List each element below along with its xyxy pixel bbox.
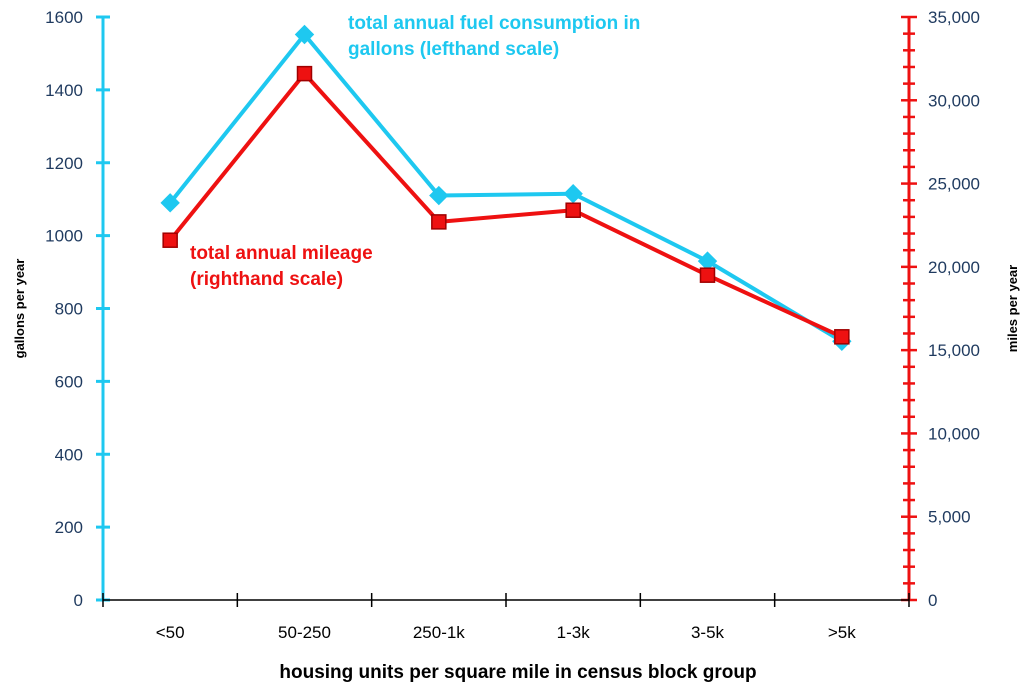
- series-point-square: [431, 214, 447, 230]
- fuel-series-label: total annual fuel consumption in: [348, 13, 640, 34]
- series-point-square: [162, 232, 178, 248]
- series-line-2: [168, 71, 843, 339]
- left-y-tick-label: 600: [55, 372, 83, 391]
- series-group: [160, 24, 852, 352]
- left-y-tick-label: 200: [55, 518, 83, 537]
- series-line-1: [168, 32, 843, 344]
- x-tick-label: 3-5k: [691, 623, 725, 642]
- right-y-tick-label: 10,000: [928, 424, 980, 443]
- labels-group: housing units per square mile in census …: [12, 13, 1020, 683]
- axes-group: 0 200 400 600 800 1000 1200 1400 1600 0 5,000 10,00…: [45, 8, 980, 642]
- x-tick-label: 1-3k: [557, 623, 591, 642]
- series-point-diamond: [697, 251, 718, 271]
- x-tick-label: <50: [156, 623, 185, 642]
- x-tick-label: 250-1k: [413, 623, 465, 642]
- series-point-diamond: [429, 185, 449, 206]
- left-y-tick-label: 0: [74, 591, 83, 610]
- series-point-diamond: [160, 193, 180, 213]
- fuel-series-label: gallons (lefthand scale): [348, 39, 559, 60]
- series-point-diamond: [563, 184, 583, 204]
- right-y-tick-label: 0: [928, 591, 937, 610]
- right-y-tick-label: 25,000: [928, 175, 980, 194]
- series-point-square: [834, 329, 850, 345]
- right-y-tick-label: 5,000: [928, 508, 971, 527]
- series-point-square: [699, 267, 716, 283]
- right-y-axis-title: miles per year: [1005, 265, 1020, 352]
- right-y-tick-label: 15,000: [928, 341, 980, 360]
- series-point-square: [565, 202, 581, 218]
- left-y-tick-label: 1400: [45, 81, 83, 100]
- series-point-square: [296, 65, 313, 82]
- left-y-axis-title: gallons per year: [12, 259, 27, 359]
- right-y-tick-label: 35,000: [928, 8, 980, 27]
- x-tick-label: >5k: [828, 623, 856, 642]
- series-point-diamond: [294, 24, 315, 45]
- right-y-tick-label: 20,000: [928, 258, 980, 277]
- mileage-series-label: total annual mileage: [190, 243, 373, 264]
- right-y-tick-label: 30,000: [928, 91, 980, 110]
- mileage-series-label: (righthand scale): [190, 269, 343, 290]
- left-y-tick-label: 400: [55, 445, 83, 464]
- left-y-tick-label: 1200: [45, 154, 83, 173]
- left-y-tick-label: 800: [55, 300, 83, 319]
- x-axis-title: housing units per square mile in census …: [279, 662, 756, 683]
- left-y-tick-label: 1000: [45, 227, 83, 246]
- x-tick-label: 50-250: [278, 623, 331, 642]
- left-y-tick-label: 1600: [45, 8, 83, 27]
